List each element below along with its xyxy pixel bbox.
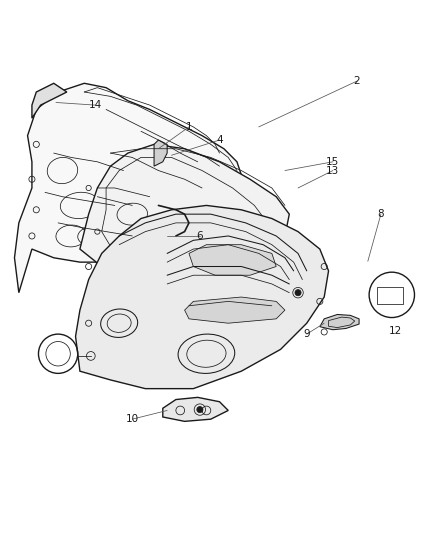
Polygon shape <box>32 83 67 118</box>
Text: 2: 2 <box>353 76 360 86</box>
Text: 12: 12 <box>388 326 401 336</box>
Text: 6: 6 <box>196 231 203 241</box>
Circle shape <box>368 272 413 318</box>
Text: 15: 15 <box>325 157 339 167</box>
Text: 10: 10 <box>125 414 138 424</box>
Polygon shape <box>162 398 228 422</box>
Polygon shape <box>75 205 328 389</box>
Polygon shape <box>154 140 167 166</box>
Text: 14: 14 <box>88 100 102 110</box>
Text: 1: 1 <box>185 122 192 132</box>
Circle shape <box>196 407 202 413</box>
Text: 4: 4 <box>215 135 223 145</box>
Bar <box>377 287 402 304</box>
Text: 8: 8 <box>377 209 383 219</box>
Circle shape <box>294 289 300 296</box>
Text: 13: 13 <box>325 166 339 175</box>
Polygon shape <box>188 245 276 275</box>
Text: 9: 9 <box>303 329 309 339</box>
Polygon shape <box>184 297 284 323</box>
Polygon shape <box>80 144 289 288</box>
Polygon shape <box>319 314 358 330</box>
Polygon shape <box>14 83 241 293</box>
